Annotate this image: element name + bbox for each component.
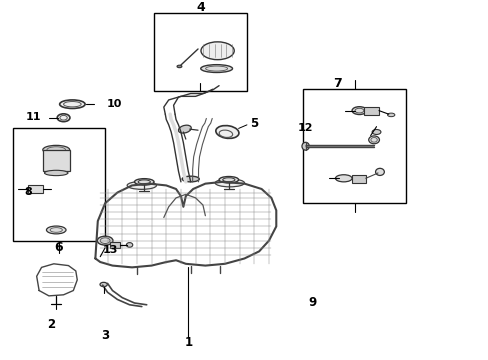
Ellipse shape [126, 243, 132, 247]
Bar [42, 150, 70, 171]
Text: 6: 6 [54, 241, 63, 254]
Text: 11: 11 [25, 112, 41, 122]
Bar [13, 129, 105, 240]
Text: 5: 5 [250, 117, 258, 130]
Ellipse shape [43, 145, 70, 154]
Ellipse shape [200, 65, 232, 72]
Bar [28, 185, 42, 193]
Ellipse shape [134, 179, 154, 185]
Ellipse shape [351, 107, 366, 114]
Ellipse shape [215, 179, 244, 187]
Ellipse shape [57, 114, 70, 122]
Text: 7: 7 [332, 77, 341, 90]
Bar [110, 242, 120, 248]
Ellipse shape [178, 125, 191, 133]
Text: 2: 2 [47, 318, 55, 331]
Ellipse shape [375, 168, 384, 175]
Text: 4: 4 [196, 1, 204, 14]
Text: 13: 13 [102, 245, 118, 255]
Ellipse shape [201, 42, 234, 60]
Bar [364, 107, 378, 115]
Text: 8: 8 [24, 187, 32, 197]
Ellipse shape [127, 181, 156, 189]
Text: 3: 3 [101, 329, 109, 342]
Ellipse shape [371, 130, 380, 135]
Text: 12: 12 [297, 123, 313, 134]
Bar [154, 13, 246, 91]
Ellipse shape [182, 176, 199, 182]
Ellipse shape [177, 65, 182, 68]
Ellipse shape [100, 282, 107, 287]
Text: 10: 10 [106, 99, 122, 109]
Ellipse shape [60, 100, 85, 108]
Ellipse shape [219, 176, 238, 183]
Ellipse shape [335, 175, 351, 182]
Bar [303, 89, 405, 203]
Bar [351, 175, 365, 183]
Ellipse shape [386, 113, 394, 117]
Text: 1: 1 [184, 336, 192, 350]
Text: 9: 9 [308, 296, 316, 309]
Ellipse shape [46, 226, 66, 234]
Ellipse shape [44, 170, 68, 176]
Ellipse shape [97, 236, 113, 245]
Ellipse shape [215, 126, 239, 138]
Ellipse shape [368, 136, 379, 144]
Ellipse shape [301, 142, 308, 150]
